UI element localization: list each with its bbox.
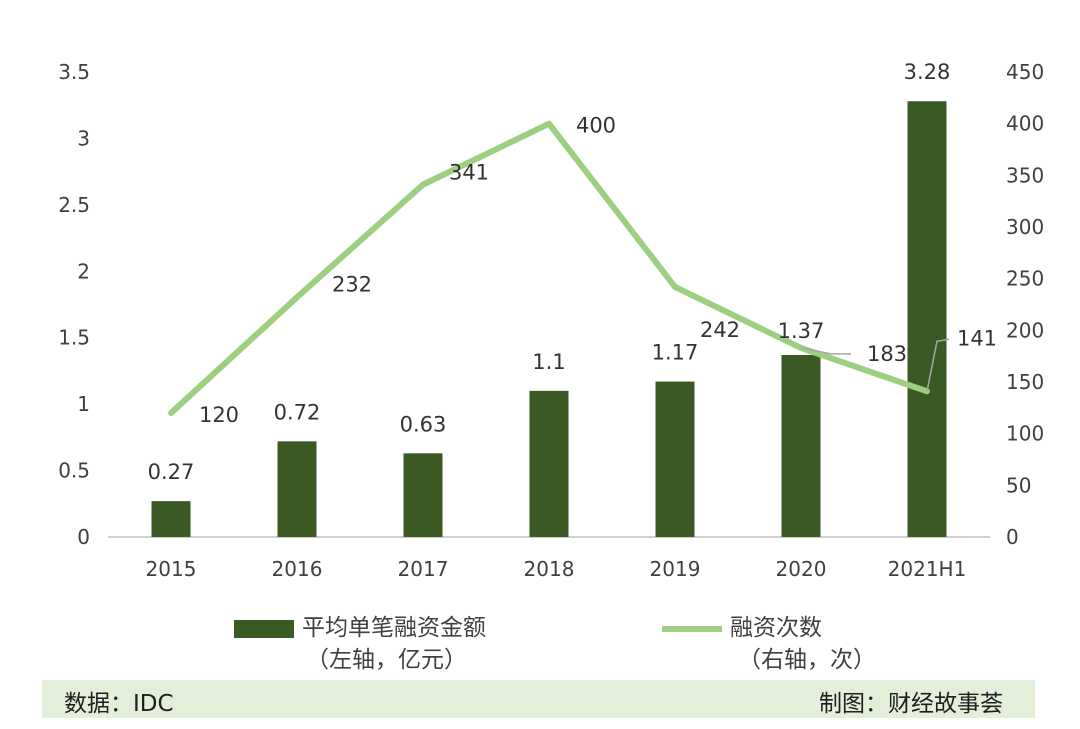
bar-data-label: 0.27 <box>148 460 195 484</box>
legend-bar-name: 平均单笔融资金额 <box>302 615 486 641</box>
x-axis-tick-label: 2020 <box>776 557 827 581</box>
bar <box>529 390 569 537</box>
bar-data-label: 0.72 <box>274 400 321 424</box>
line-data-label: 120 <box>199 403 239 427</box>
bar <box>907 101 947 537</box>
legend-line-swatch <box>662 626 722 632</box>
left-axis-tick-label: 3.5 <box>58 60 90 84</box>
x-axis-tick-label: 2018 <box>524 557 575 581</box>
left-axis-tick-label: 2 <box>77 259 90 283</box>
x-axis-tick-label: 2017 <box>398 557 449 581</box>
legend-bar-label: 平均单笔融资金额 （左轴，亿元） <box>302 612 486 676</box>
right-axis-tick-label: 0 <box>1006 525 1019 549</box>
legend-line-axis-note: （右轴，次） <box>738 647 876 673</box>
legend-line-label: 融资次数 （右轴，次） <box>730 612 876 676</box>
credit-text: 制图：财经故事荟 <box>819 691 1003 717</box>
x-axis-tick-label: 2016 <box>272 557 323 581</box>
bar-data-label: 0.63 <box>400 412 447 436</box>
bar-data-label: 1.37 <box>778 319 825 343</box>
line-data-label: 400 <box>576 114 616 138</box>
right-axis-tick-label: 400 <box>1006 112 1044 136</box>
bar <box>781 354 821 537</box>
line-data-label: 183 <box>867 342 907 366</box>
bar <box>403 453 443 537</box>
bar <box>151 501 191 537</box>
line-data-label: 141 <box>957 326 997 350</box>
bar <box>655 381 695 537</box>
left-axis-tick-label: 3 <box>77 126 90 150</box>
bar <box>277 441 317 537</box>
x-axis-tick-label: 2021H1 <box>888 557 967 581</box>
left-axis-tick-label: 2.5 <box>58 193 90 217</box>
bar-data-label: 3.28 <box>904 60 951 84</box>
right-axis-tick-label: 300 <box>1006 215 1044 239</box>
left-axis-tick-label: 1.5 <box>58 326 90 350</box>
right-axis-tick-label: 50 <box>1006 473 1031 497</box>
left-axis-tick-label: 0 <box>77 525 90 549</box>
right-axis-tick-label: 100 <box>1006 422 1044 446</box>
leader-line <box>926 338 950 392</box>
left-axis-tick-label: 1 <box>77 392 90 416</box>
line-data-label: 341 <box>449 161 489 185</box>
right-axis-tick-label: 450 <box>1006 60 1044 84</box>
right-axis-tick-label: 200 <box>1006 318 1044 342</box>
source-bar: 数据：IDC 制图：财经故事荟 <box>42 680 1035 718</box>
right-axis-tick-label: 150 <box>1006 370 1044 394</box>
line-data-label: 232 <box>332 272 372 296</box>
legend-bar-swatch <box>234 620 294 638</box>
legend-bar-axis-note: （左轴，亿元） <box>306 647 467 673</box>
x-axis-tick-label: 2015 <box>146 557 197 581</box>
right-axis-tick-label: 250 <box>1006 267 1044 291</box>
x-axis-tick-label: 2019 <box>650 557 701 581</box>
bar-data-label: 1.17 <box>652 341 699 365</box>
legend-line-name: 融资次数 <box>730 615 822 641</box>
bar-data-label: 1.1 <box>532 350 565 374</box>
source-text: 数据：IDC <box>64 691 174 717</box>
left-axis-tick-label: 0.5 <box>58 459 90 483</box>
right-axis-tick-label: 350 <box>1006 163 1044 187</box>
leader-line <box>800 347 851 355</box>
line-data-label: 242 <box>700 318 740 342</box>
